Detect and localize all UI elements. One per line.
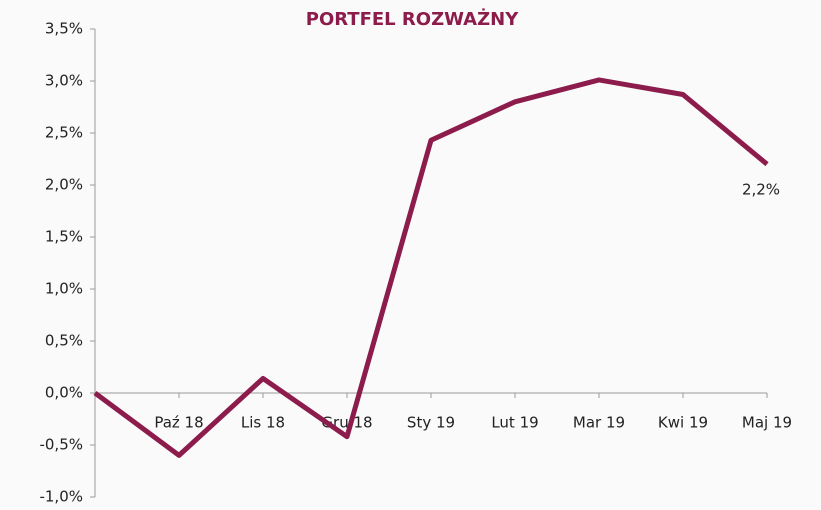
y-tick-label: 1,5% bbox=[45, 228, 83, 246]
x-tick-label: Paź 18 bbox=[154, 414, 203, 432]
chart-title: PORTFEL ROZWAŻNY bbox=[306, 8, 519, 30]
x-tick-label: Maj 19 bbox=[742, 414, 792, 432]
x-tick-label: Lis 18 bbox=[241, 414, 285, 432]
y-tick-label: 2,0% bbox=[45, 176, 83, 194]
x-tick-label: Sty 19 bbox=[407, 414, 455, 432]
x-tick-label: Kwi 19 bbox=[658, 414, 708, 432]
y-tick-label: 0,0% bbox=[45, 384, 83, 402]
y-tick-label: 3,5% bbox=[45, 20, 83, 38]
y-tick-label: -0,5% bbox=[39, 436, 83, 454]
y-tick-label: 1,0% bbox=[45, 280, 83, 298]
y-tick-label: 2,5% bbox=[45, 124, 83, 142]
y-tick-label: 0,5% bbox=[45, 332, 83, 350]
x-tick-label: Mar 19 bbox=[573, 414, 625, 432]
series-line bbox=[93, 77, 769, 458]
y-tick-label: -1,0% bbox=[39, 488, 83, 506]
y-tick-label: 3,0% bbox=[45, 72, 83, 90]
x-tick-label: Lut 19 bbox=[491, 414, 538, 432]
data-label: 2,2% bbox=[742, 181, 780, 199]
